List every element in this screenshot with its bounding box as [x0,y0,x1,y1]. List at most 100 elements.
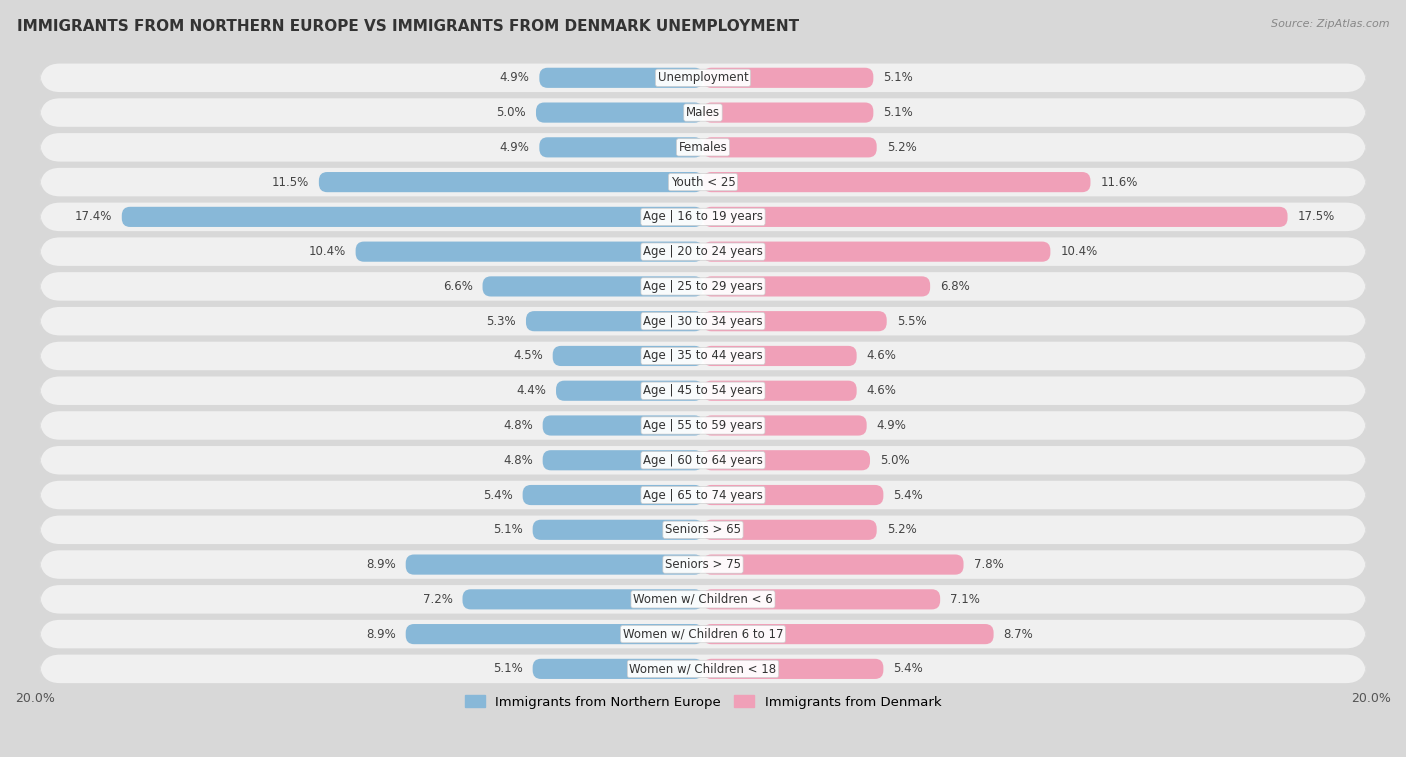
FancyBboxPatch shape [39,550,1367,579]
Text: 4.8%: 4.8% [503,419,533,432]
FancyBboxPatch shape [536,102,703,123]
FancyBboxPatch shape [39,307,1367,335]
Text: Seniors > 75: Seniors > 75 [665,558,741,571]
FancyBboxPatch shape [533,659,703,679]
FancyBboxPatch shape [703,67,873,88]
Text: 4.6%: 4.6% [866,350,897,363]
Text: Age | 60 to 64 years: Age | 60 to 64 years [643,453,763,467]
Text: Age | 45 to 54 years: Age | 45 to 54 years [643,385,763,397]
FancyBboxPatch shape [39,238,1367,266]
Text: 4.9%: 4.9% [499,71,529,84]
FancyBboxPatch shape [39,655,1367,683]
FancyBboxPatch shape [703,137,877,157]
FancyBboxPatch shape [122,207,703,227]
Text: 7.2%: 7.2% [423,593,453,606]
Text: 5.2%: 5.2% [887,141,917,154]
FancyBboxPatch shape [39,516,1367,544]
FancyBboxPatch shape [703,520,877,540]
Text: Age | 55 to 59 years: Age | 55 to 59 years [643,419,763,432]
Text: 8.9%: 8.9% [366,628,395,640]
FancyBboxPatch shape [703,172,1091,192]
Text: 4.9%: 4.9% [877,419,907,432]
FancyBboxPatch shape [703,102,873,123]
Text: 11.5%: 11.5% [271,176,309,188]
Text: 4.5%: 4.5% [513,350,543,363]
Text: Seniors > 65: Seniors > 65 [665,523,741,536]
FancyBboxPatch shape [703,589,941,609]
Text: Age | 16 to 19 years: Age | 16 to 19 years [643,210,763,223]
Text: IMMIGRANTS FROM NORTHERN EUROPE VS IMMIGRANTS FROM DENMARK UNEMPLOYMENT: IMMIGRANTS FROM NORTHERN EUROPE VS IMMIG… [17,19,799,34]
FancyBboxPatch shape [543,450,703,470]
Text: Age | 30 to 34 years: Age | 30 to 34 years [643,315,763,328]
Text: Age | 25 to 29 years: Age | 25 to 29 years [643,280,763,293]
Text: 5.4%: 5.4% [482,488,513,502]
Text: 5.4%: 5.4% [893,662,924,675]
Text: 5.0%: 5.0% [496,106,526,119]
Text: 8.9%: 8.9% [366,558,395,571]
FancyBboxPatch shape [39,585,1367,614]
Text: 7.1%: 7.1% [950,593,980,606]
Text: 6.6%: 6.6% [443,280,472,293]
Text: 7.8%: 7.8% [973,558,1004,571]
FancyBboxPatch shape [39,481,1367,509]
FancyBboxPatch shape [703,346,856,366]
FancyBboxPatch shape [540,67,703,88]
FancyBboxPatch shape [482,276,703,297]
FancyBboxPatch shape [543,416,703,435]
FancyBboxPatch shape [555,381,703,400]
Text: 6.8%: 6.8% [941,280,970,293]
Text: 5.0%: 5.0% [880,453,910,467]
Text: 5.1%: 5.1% [494,523,523,536]
Text: Age | 65 to 74 years: Age | 65 to 74 years [643,488,763,502]
Text: 17.4%: 17.4% [75,210,111,223]
FancyBboxPatch shape [540,137,703,157]
Text: 5.1%: 5.1% [883,71,912,84]
Text: 5.5%: 5.5% [897,315,927,328]
FancyBboxPatch shape [703,241,1050,262]
FancyBboxPatch shape [406,624,703,644]
FancyBboxPatch shape [703,624,994,644]
Text: Unemployment: Unemployment [658,71,748,84]
FancyBboxPatch shape [703,276,931,297]
FancyBboxPatch shape [39,64,1367,92]
FancyBboxPatch shape [39,203,1367,231]
Text: 4.4%: 4.4% [516,385,546,397]
FancyBboxPatch shape [39,341,1367,370]
Text: 11.6%: 11.6% [1101,176,1137,188]
Text: Age | 35 to 44 years: Age | 35 to 44 years [643,350,763,363]
FancyBboxPatch shape [703,207,1288,227]
Text: 5.3%: 5.3% [486,315,516,328]
FancyBboxPatch shape [319,172,703,192]
FancyBboxPatch shape [406,554,703,575]
FancyBboxPatch shape [703,311,887,332]
Text: Women w/ Children 6 to 17: Women w/ Children 6 to 17 [623,628,783,640]
FancyBboxPatch shape [553,346,703,366]
FancyBboxPatch shape [39,446,1367,475]
FancyBboxPatch shape [703,659,883,679]
FancyBboxPatch shape [39,98,1367,127]
Text: Age | 20 to 24 years: Age | 20 to 24 years [643,245,763,258]
FancyBboxPatch shape [39,133,1367,161]
Text: Youth < 25: Youth < 25 [671,176,735,188]
Text: 5.1%: 5.1% [883,106,912,119]
FancyBboxPatch shape [703,554,963,575]
FancyBboxPatch shape [39,376,1367,405]
FancyBboxPatch shape [463,589,703,609]
Text: 5.2%: 5.2% [887,523,917,536]
FancyBboxPatch shape [39,620,1367,648]
FancyBboxPatch shape [703,381,856,400]
FancyBboxPatch shape [39,168,1367,196]
FancyBboxPatch shape [703,450,870,470]
Text: 4.8%: 4.8% [503,453,533,467]
FancyBboxPatch shape [703,416,866,435]
Text: Source: ZipAtlas.com: Source: ZipAtlas.com [1271,19,1389,29]
Legend: Immigrants from Northern Europe, Immigrants from Denmark: Immigrants from Northern Europe, Immigra… [460,690,946,714]
Text: Women w/ Children < 18: Women w/ Children < 18 [630,662,776,675]
Text: 10.4%: 10.4% [1060,245,1098,258]
Text: Males: Males [686,106,720,119]
Text: 10.4%: 10.4% [308,245,346,258]
Text: Females: Females [679,141,727,154]
FancyBboxPatch shape [523,485,703,505]
FancyBboxPatch shape [356,241,703,262]
FancyBboxPatch shape [533,520,703,540]
